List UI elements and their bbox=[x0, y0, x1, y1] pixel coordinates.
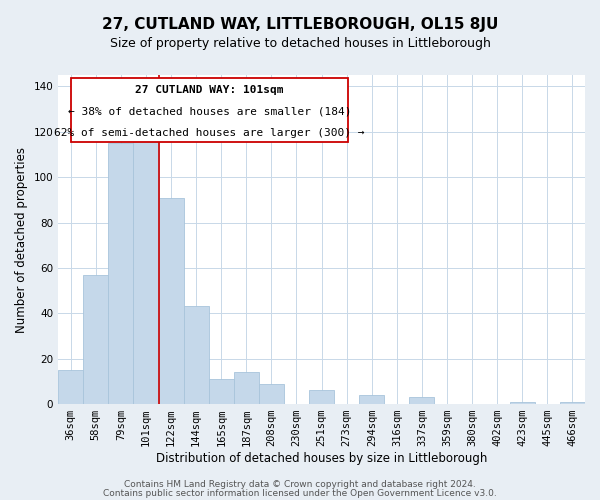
Bar bbox=[409, 398, 434, 404]
Text: 27, CUTLAND WAY, LITTLEBOROUGH, OL15 8JU: 27, CUTLAND WAY, LITTLEBOROUGH, OL15 8JU bbox=[102, 18, 498, 32]
Text: 62% of semi-detached houses are larger (300) →: 62% of semi-detached houses are larger (… bbox=[55, 128, 365, 138]
Bar bbox=[359, 395, 385, 404]
Bar bbox=[309, 390, 334, 404]
Text: 27 CUTLAND WAY: 101sqm: 27 CUTLAND WAY: 101sqm bbox=[136, 85, 284, 95]
Bar bbox=[184, 306, 209, 404]
Bar bbox=[133, 134, 158, 404]
Bar bbox=[158, 198, 184, 404]
FancyBboxPatch shape bbox=[71, 78, 348, 142]
Bar bbox=[209, 379, 234, 404]
Y-axis label: Number of detached properties: Number of detached properties bbox=[15, 146, 28, 332]
X-axis label: Distribution of detached houses by size in Littleborough: Distribution of detached houses by size … bbox=[156, 452, 487, 465]
Text: Size of property relative to detached houses in Littleborough: Size of property relative to detached ho… bbox=[110, 38, 490, 51]
Bar bbox=[234, 372, 259, 404]
Text: Contains HM Land Registry data © Crown copyright and database right 2024.: Contains HM Land Registry data © Crown c… bbox=[124, 480, 476, 489]
Text: ← 38% of detached houses are smaller (184): ← 38% of detached houses are smaller (18… bbox=[68, 106, 352, 117]
Bar bbox=[560, 402, 585, 404]
Bar bbox=[259, 384, 284, 404]
Bar bbox=[83, 274, 109, 404]
Bar bbox=[109, 143, 133, 404]
Text: Contains public sector information licensed under the Open Government Licence v3: Contains public sector information licen… bbox=[103, 488, 497, 498]
Bar bbox=[58, 370, 83, 404]
Bar bbox=[510, 402, 535, 404]
